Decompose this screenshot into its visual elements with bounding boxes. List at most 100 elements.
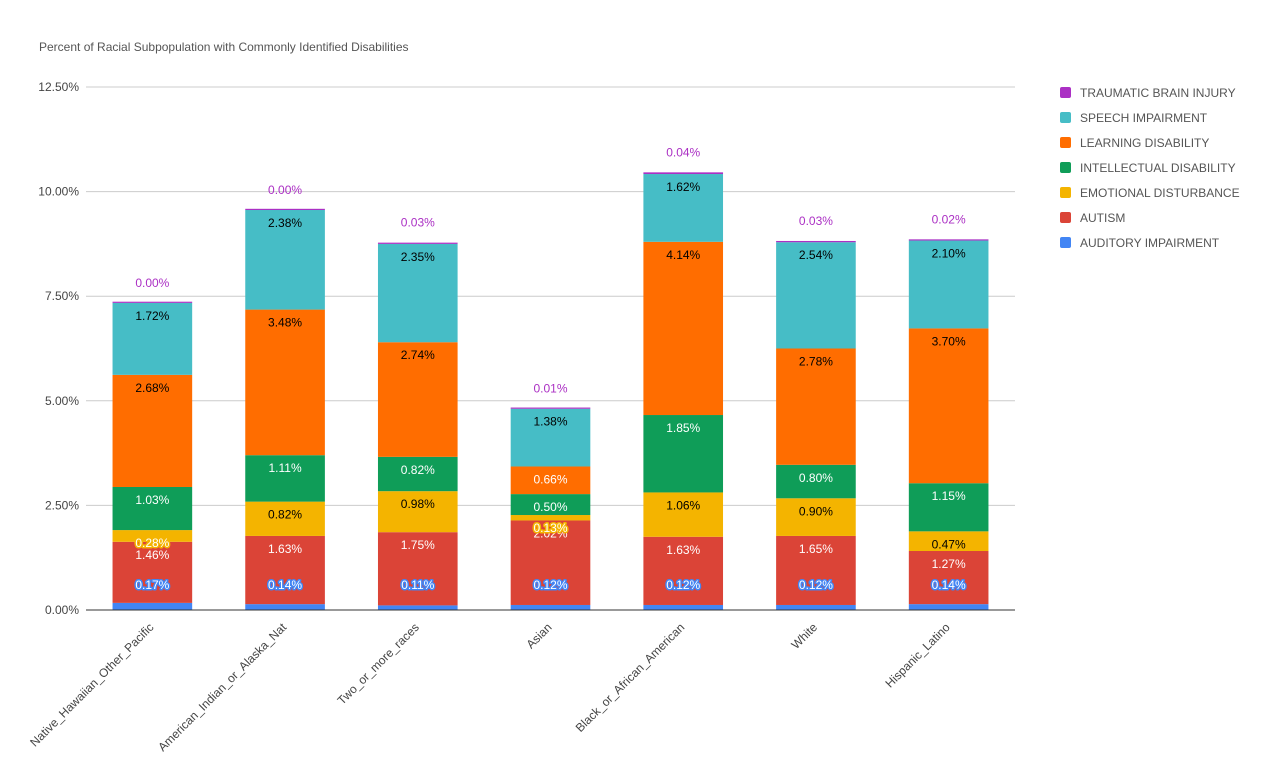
legend-item: INTELLECTUAL DISABILITY xyxy=(1060,155,1240,180)
bar-segment-auditory-impairment xyxy=(908,604,989,610)
legend-label: AUTISM xyxy=(1080,210,1126,225)
bar-segment-speech-impairment xyxy=(643,174,724,242)
data-label: 1.46% xyxy=(135,548,169,562)
legend-item: EMOTIONAL DISTURBANCE xyxy=(1060,180,1240,205)
legend-swatch xyxy=(1060,87,1071,98)
bar-segment-intellectual-disability xyxy=(112,486,193,531)
legend: TRAUMATIC BRAIN INJURY SPEECH IMPAIRMENT L… xyxy=(1060,80,1240,255)
data-label: 1.03% xyxy=(135,493,169,507)
data-label: 0.00% xyxy=(135,276,169,290)
data-label: 0.50% xyxy=(533,500,567,514)
y-tick-label: 10.00% xyxy=(38,185,79,199)
data-label: 0.14% xyxy=(268,578,302,592)
legend-swatch xyxy=(1060,237,1071,248)
bar-segment-traumatic-brain-injury xyxy=(112,301,193,303)
data-label: 1.75% xyxy=(401,538,435,552)
bar-segment-traumatic-brain-injury xyxy=(776,240,856,243)
data-label: 2.54% xyxy=(799,248,833,262)
bar-segment-emotional-disturbance xyxy=(377,491,458,533)
data-labels: 0.17% 1.46%0.28% 1.03% 2.68% 1.72% 0.00% 0.14%… xyxy=(134,145,968,593)
data-label: 2.78% xyxy=(799,355,833,369)
data-label: 1.06% xyxy=(666,498,700,512)
bar-segment-auditory-impairment xyxy=(776,604,856,610)
bar-segment-learning-disability xyxy=(245,309,325,456)
data-label: 0.13% xyxy=(533,521,567,535)
legend-label: EMOTIONAL DISTURBANCE xyxy=(1080,185,1240,200)
bar-segment-learning-disability xyxy=(908,328,989,484)
data-label: 0.98% xyxy=(401,497,435,511)
bar-segment-auditory-impairment xyxy=(112,602,193,610)
legend-item: LEARNING DISABILITY xyxy=(1060,130,1240,155)
data-label: 0.01% xyxy=(533,381,567,395)
bar-segment-emotional-disturbance xyxy=(776,498,856,536)
bar-segment-intellectual-disability xyxy=(245,455,325,502)
bar-segment-speech-impairment xyxy=(510,408,591,467)
bar-segment-speech-impairment xyxy=(245,210,325,310)
bar-segment-speech-impairment xyxy=(377,243,458,343)
bar-segment-auditory-impairment xyxy=(377,605,458,610)
bar-segment-autism xyxy=(112,541,193,603)
x-tick-label: Asian xyxy=(523,620,554,651)
data-label: 0.82% xyxy=(268,508,302,522)
y-tick-label: 0.00% xyxy=(45,603,79,617)
y-tick-label: 5.00% xyxy=(45,394,79,408)
data-label: 2.10% xyxy=(932,247,966,261)
data-label: 1.63% xyxy=(268,542,302,556)
data-label: 0.66% xyxy=(533,472,567,486)
data-label: 1.62% xyxy=(666,180,700,194)
legend-label: INTELLECTUAL DISABILITY xyxy=(1080,160,1236,175)
bar-segment-autism xyxy=(245,535,325,605)
bar-segment-intellectual-disability xyxy=(510,494,591,516)
bar-segment-traumatic-brain-injury xyxy=(908,239,989,241)
data-label: 3.70% xyxy=(932,334,966,348)
data-label: 0.04% xyxy=(666,145,700,159)
data-label: 0.02% xyxy=(932,213,966,227)
bar-segment-autism xyxy=(908,551,989,605)
bar-segment-learning-disability xyxy=(377,342,458,457)
bar-segment-emotional-disturbance xyxy=(908,531,989,552)
bar-segment-intellectual-disability xyxy=(643,415,724,493)
data-label: 0.03% xyxy=(401,216,435,230)
legend-label: SPEECH IMPAIRMENT xyxy=(1080,110,1208,125)
legend-item: TRAUMATIC BRAIN INJURY xyxy=(1060,80,1240,105)
bar-segment-emotional-disturbance xyxy=(643,492,724,537)
bar-segment-speech-impairment xyxy=(908,240,989,329)
data-label: 1.27% xyxy=(932,557,966,571)
data-label: 2.02% xyxy=(533,526,567,540)
bar-segment-emotional-disturbance xyxy=(112,530,193,542)
data-label: 1.11% xyxy=(269,461,302,475)
legend-label: LEARNING DISABILITY xyxy=(1080,135,1210,150)
x-axis-tick-labels: Native_Hawaiian_Other_PacificAmerican_In… xyxy=(27,620,953,754)
x-tick-label: White xyxy=(788,620,820,652)
legend-swatch xyxy=(1060,212,1071,223)
bar-segment-intellectual-disability xyxy=(377,456,458,492)
x-tick-label: American_Indian_or_Alaska_Nat xyxy=(155,620,289,754)
bar-segment-traumatic-brain-injury xyxy=(377,242,458,244)
data-label: 0.28% xyxy=(135,536,169,550)
bars xyxy=(112,172,989,610)
data-label: 0.12% xyxy=(666,578,700,592)
bar-segment-auditory-impairment xyxy=(643,604,724,610)
bar-segment-emotional-disturbance xyxy=(510,515,591,521)
data-label: 1.15% xyxy=(932,489,966,503)
y-tick-label: 12.50% xyxy=(38,80,79,94)
chart-title: Percent of Racial Subpopulation with Com… xyxy=(39,40,409,54)
data-label: 4.14% xyxy=(666,248,700,262)
x-tick-label: Two_or_more_races xyxy=(335,620,422,707)
data-label: 1.72% xyxy=(135,309,169,323)
data-label: 0.12% xyxy=(533,578,567,592)
data-label: 0.00% xyxy=(268,183,302,197)
legend-swatch xyxy=(1060,162,1071,173)
data-label: 0.14% xyxy=(932,578,966,592)
bar-segment-intellectual-disability xyxy=(908,483,989,532)
bar-segment-learning-disability xyxy=(776,348,856,465)
bar-segment-speech-impairment xyxy=(112,302,193,375)
data-label: 2.35% xyxy=(401,250,435,264)
y-tick-label: 7.50% xyxy=(45,289,79,303)
bar-segment-speech-impairment xyxy=(776,242,856,349)
legend-swatch xyxy=(1060,112,1071,123)
data-label: 0.17% xyxy=(135,578,169,592)
x-tick-label: Native_Hawaiian_Other_Pacific xyxy=(27,620,156,749)
data-label: 0.12% xyxy=(799,578,833,592)
